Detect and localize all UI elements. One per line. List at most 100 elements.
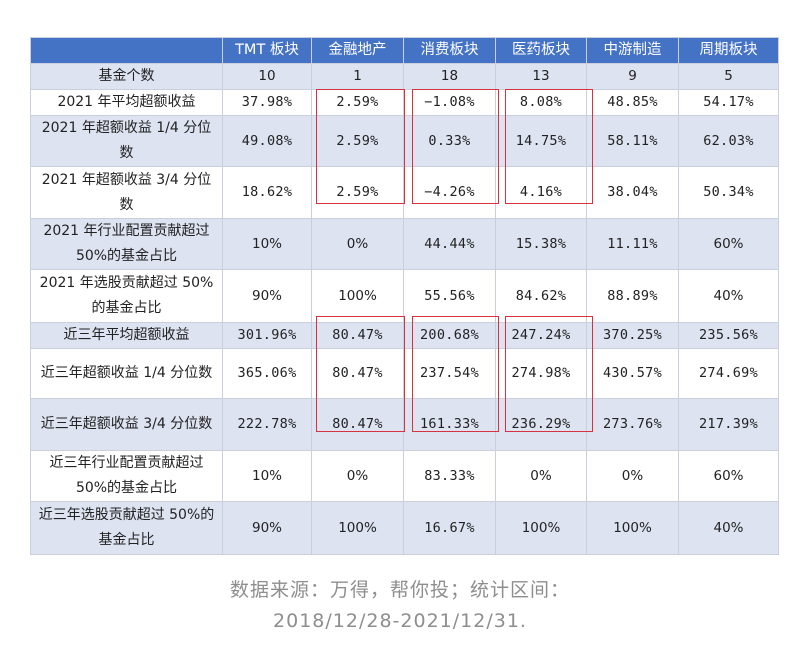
table-cell: 44.44% (403, 218, 496, 270)
table-cell: 48.85% (586, 89, 679, 116)
table-cell: 49.08% (222, 115, 312, 167)
table-cell: 18.62% (222, 166, 312, 219)
table-cell: 273.76% (586, 398, 679, 451)
table-cell: 235.56% (678, 322, 779, 349)
row-label: 2021 年行业配置贡献超过 50%的基金占比 (30, 218, 223, 270)
table-cell: 100% (495, 501, 587, 555)
caption-line-2: 2018/12/28-2021/12/31. (273, 610, 527, 632)
table-cell: 90% (222, 269, 312, 323)
header-consumer: 消费板块 (403, 37, 496, 64)
table-cell: 1 (311, 63, 404, 90)
table-row: 2021 年行业配置贡献超过 50%的基金占比 10% 0% 44.44% 15… (30, 218, 779, 270)
table-cell: 80.47% (311, 398, 404, 451)
table-cell: 16.67% (403, 501, 496, 555)
table-cell: 60% (678, 450, 779, 502)
table-cell: 4.16% (495, 166, 587, 219)
table-cell: 301.96% (222, 322, 312, 349)
row-label: 基金个数 (30, 63, 223, 90)
table-row: 2021 年平均超额收益 37.98% 2.59% −1.08% 8.08% 4… (30, 89, 779, 116)
table-cell: 236.29% (495, 398, 587, 451)
table-cell: 0% (311, 450, 404, 502)
table-cell: 2.59% (311, 115, 404, 167)
header-pharma: 医药板块 (495, 37, 587, 64)
table-cell: 100% (311, 501, 404, 555)
table-cell: 370.25% (586, 322, 679, 349)
table-cell: 161.33% (403, 398, 496, 451)
row-label: 近三年行业配置贡献超过 50%的基金占比 (30, 450, 223, 502)
row-label: 近三年超额收益 1/4 分位数 (30, 348, 223, 399)
table-cell: 40% (678, 501, 779, 555)
table-cell: 50.34% (678, 166, 779, 219)
table-cell: 80.47% (311, 348, 404, 399)
table-cell: 2.59% (311, 89, 404, 116)
table-row: 近三年超额收益 3/4 分位数 222.78% 80.47% 161.33% 2… (30, 398, 779, 451)
table-cell: 222.78% (222, 398, 312, 451)
sector-fund-table: TMT 板块 金融地产 消费板块 医药板块 中游制造 周期板块 基金个数 10 … (30, 37, 779, 555)
header-cyclical: 周期板块 (678, 37, 779, 64)
table-cell: 38.04% (586, 166, 679, 219)
table-cell: 80.47% (311, 322, 404, 349)
table-cell: 10 (222, 63, 312, 90)
table-cell: 0% (495, 450, 587, 502)
row-label: 近三年超额收益 3/4 分位数 (30, 398, 223, 451)
row-label: 2021 年选股贡献超过 50%的基金占比 (30, 269, 223, 323)
table-cell: 0% (311, 218, 404, 270)
table-cell: 88.89% (586, 269, 679, 323)
table-cell: 11.11% (586, 218, 679, 270)
table-cell: 217.39% (678, 398, 779, 451)
table-cell: 2.59% (311, 166, 404, 219)
table-cell: 365.06% (222, 348, 312, 399)
table-cell: 15.38% (495, 218, 587, 270)
table-cell: 0% (586, 450, 679, 502)
table-cell: 84.62% (495, 269, 587, 323)
table-cell: 100% (586, 501, 679, 555)
table-cell: 10% (222, 218, 312, 270)
table-cell: 40% (678, 269, 779, 323)
header-tmt: TMT 板块 (222, 37, 312, 64)
table-row: 2021 年选股贡献超过 50%的基金占比 90% 100% 55.56% 84… (30, 269, 779, 323)
row-label: 近三年平均超额收益 (30, 322, 223, 349)
table-row: 近三年选股贡献超过 50%的基金占比 90% 100% 16.67% 100% … (30, 501, 779, 555)
table-cell: 0.33% (403, 115, 496, 167)
table-cell: 237.54% (403, 348, 496, 399)
header-midstream-manufacturing: 中游制造 (586, 37, 679, 64)
table-cell: 18 (403, 63, 496, 90)
table-cell: 54.17% (678, 89, 779, 116)
table-cell: 247.24% (495, 322, 587, 349)
row-label: 2021 年超额收益 1/4 分位数 (30, 115, 223, 167)
table-cell: 9 (586, 63, 679, 90)
table-cell: 37.98% (222, 89, 312, 116)
table-cell: 13 (495, 63, 587, 90)
table-cell: 58.11% (586, 115, 679, 167)
table-cell: 10% (222, 450, 312, 502)
table-cell: 14.75% (495, 115, 587, 167)
table-cell: 100% (311, 269, 404, 323)
table-cell: 5 (678, 63, 779, 90)
header-row: TMT 板块 金融地产 消费板块 医药板块 中游制造 周期板块 (30, 37, 779, 64)
table-cell: 430.57% (586, 348, 679, 399)
data-table-container: TMT 板块 金融地产 消费板块 医药板块 中游制造 周期板块 基金个数 10 … (30, 37, 779, 555)
table-cell: 200.68% (403, 322, 496, 349)
table-cell: 274.98% (495, 348, 587, 399)
table-cell: 55.56% (403, 269, 496, 323)
table-row: 近三年行业配置贡献超过 50%的基金占比 10% 0% 83.33% 0% 0%… (30, 450, 779, 502)
table-row: 2021 年超额收益 3/4 分位数 18.62% 2.59% −4.26% 4… (30, 166, 779, 219)
table-cell: −4.26% (403, 166, 496, 219)
table-cell: 60% (678, 218, 779, 270)
table-cell: −1.08% (403, 89, 496, 116)
table-row: 近三年超额收益 1/4 分位数 365.06% 80.47% 237.54% 2… (30, 348, 779, 399)
row-label: 2021 年超额收益 3/4 分位数 (30, 166, 223, 219)
table-cell: 274.69% (678, 348, 779, 399)
row-label: 2021 年平均超额收益 (30, 89, 223, 116)
table-row: 2021 年超额收益 1/4 分位数 49.08% 2.59% 0.33% 14… (30, 115, 779, 167)
row-label: 近三年选股贡献超过 50%的基金占比 (30, 501, 223, 555)
table-cell: 8.08% (495, 89, 587, 116)
table-cell: 83.33% (403, 450, 496, 502)
header-corner (30, 37, 223, 64)
header-finance-realestate: 金融地产 (311, 37, 404, 64)
table-cell: 90% (222, 501, 312, 555)
caption-line-1: 数据来源：万得，帮你投；统计区间： (229, 579, 570, 601)
source-caption: 数据来源：万得，帮你投；统计区间： 2018/12/28-2021/12/31. (0, 575, 800, 637)
table-row: 基金个数 10 1 18 13 9 5 (30, 63, 779, 90)
table-cell: 62.03% (678, 115, 779, 167)
